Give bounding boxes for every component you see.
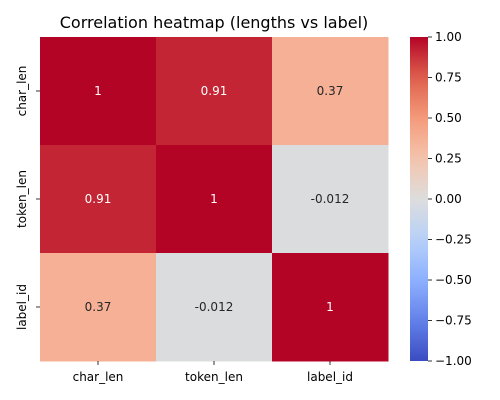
- x-tick-label: char_len: [73, 370, 124, 384]
- heatmap-cell: [272, 145, 389, 254]
- heatmap-cell: [156, 145, 273, 254]
- colorbar-tick-label: 0.75: [435, 71, 462, 85]
- colorbar-tick-label: 0.00: [435, 192, 462, 206]
- cell-annotation: 1: [94, 84, 102, 98]
- colorbar-tick-label: 1.00: [435, 30, 462, 44]
- heatmap-cell: [156, 37, 273, 146]
- cell-annotation: 1: [326, 300, 334, 314]
- heatmap-cells: 1 0.91 0.37 0.91 1 -0.012 0.37 -0.012 1: [40, 37, 389, 362]
- colorbar: [410, 37, 428, 361]
- y-axis: char_len token_len label_id: [15, 66, 40, 330]
- colorbar-tick-label: −0.50: [435, 273, 472, 287]
- y-tick-label: char_len: [15, 66, 29, 117]
- cell-annotation: 1: [210, 192, 218, 206]
- colorbar-tick-label: 0.50: [435, 111, 462, 125]
- cell-annotation: 0.91: [201, 84, 228, 98]
- cell-annotation: 0.37: [85, 300, 112, 314]
- x-tick-label: token_len: [185, 370, 243, 384]
- heatmap-cell: [272, 253, 389, 362]
- x-tick-label: label_id: [307, 370, 353, 384]
- heatmap-cell: [40, 253, 157, 362]
- colorbar-tick-label: −1.00: [435, 354, 472, 368]
- colorbar-tick-label: −0.25: [435, 233, 472, 247]
- cell-annotation: -0.012: [311, 192, 350, 206]
- x-axis: char_len token_len label_id: [73, 361, 353, 384]
- y-tick-label: token_len: [15, 170, 29, 228]
- heatmap-cell: [156, 253, 273, 362]
- heatmap-cell: [272, 37, 389, 146]
- cell-annotation: 0.91: [85, 192, 112, 206]
- y-tick-label: label_id: [15, 284, 29, 330]
- cell-annotation: 0.37: [317, 84, 344, 98]
- colorbar-tick-label: 0.25: [435, 152, 462, 166]
- heatmap-cell: [40, 145, 157, 254]
- colorbar-axis: 1.00 0.75 0.50 0.25 0.00 −0.25 −0.50 −0.75 −1.00: [428, 30, 472, 368]
- heatmap-cell: [40, 37, 157, 146]
- cell-annotation: -0.012: [195, 300, 234, 314]
- chart-title: Correlation heatmap (lengths vs label): [60, 13, 369, 32]
- colorbar-tick-label: −0.75: [435, 314, 472, 328]
